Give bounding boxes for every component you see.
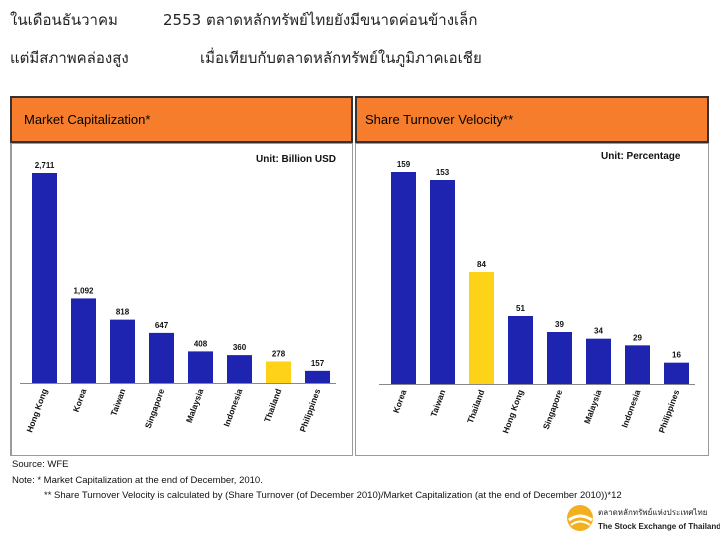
market-cap-value-label: 647 [155, 321, 169, 330]
market-cap-title: Market Capitalization* [24, 112, 151, 127]
turnover-value-label: 153 [436, 168, 450, 177]
turnover-chart: 159 Korea 153 Taiwan 84 Thailand 51 Hong Kong 39… [379, 160, 695, 435]
turnover-category-label: Thailand [465, 388, 486, 424]
market-cap-chart: 2,711 Hong Kong 1,092 Korea 818 Taiwan 647 Sing… [20, 161, 336, 434]
logo-english-text: The Stock Exchange of Thailand [598, 522, 720, 531]
market-cap-chart-panel: Unit: Billion USD 2,711 Hong Kong 1,092 Kor… [10, 143, 353, 456]
market-cap-value-label: 278 [272, 349, 286, 358]
turnover-value-label: 84 [477, 260, 486, 269]
turnover-title: Share Turnover Velocity** [365, 112, 514, 127]
turnover-value-label: 34 [594, 327, 603, 336]
turnover-value-label: 39 [555, 320, 564, 329]
title-line2-right: เมื่อเทียบกับตลาดหลักทรัพย์ในภูมิภาคเอเช… [200, 49, 482, 67]
footnote-2: ** Share Turnover Velocity is calculated… [44, 490, 622, 501]
turnover-category-label: Singapore [541, 388, 565, 431]
market-cap-bar-taiwan [110, 319, 135, 383]
market-cap-value-label: 157 [311, 359, 325, 368]
market-cap-bar-korea [71, 298, 96, 383]
market-cap-value-label: 408 [194, 339, 208, 348]
market-cap-unit: Unit: Billion USD [256, 154, 336, 165]
market-cap-category-label: Hong Kong [24, 387, 49, 433]
turnover-bar-indonesia [625, 345, 650, 384]
source-note: Source: WFE [12, 459, 69, 470]
turnover-category-label: Indonesia [619, 388, 642, 429]
market-cap-value-label: 1,092 [73, 286, 94, 295]
turnover-bar-thailand [469, 272, 494, 384]
market-cap-bar-indonesia [227, 355, 252, 383]
market-cap-category-label: Indonesia [221, 387, 244, 428]
turnover-category-label: Hong Kong [500, 388, 525, 434]
market-cap-value-label: 818 [116, 308, 130, 317]
turnover-value-label: 51 [516, 304, 525, 313]
turnover-chart-panel: Unit: Percentage 159 Korea 153 Taiwan 84 Thai… [355, 143, 709, 456]
footnote-1: Note: * Market Capitalization at the end… [12, 475, 263, 486]
turnover-bar-korea [391, 172, 416, 384]
market-cap-category-label: Korea [71, 387, 89, 413]
turnover-bar-singapore [547, 332, 572, 384]
title-line1-right: 2553 ตลาดหลักทรัพย์ไทยยังมีขนาดค่อนข้างเ… [163, 11, 478, 29]
set-logo: ตลาดหลักทรัพย์แห่งประเทศไทย The Stock Ex… [565, 503, 720, 537]
turnover-header: Share Turnover Velocity** [355, 96, 709, 143]
turnover-bar-philippines [664, 362, 689, 384]
market-cap-header: Market Capitalization* [10, 96, 353, 143]
market-cap-category-label: Thailand [262, 387, 283, 423]
market-cap-value-label: 360 [233, 343, 247, 352]
market-cap-bar-philippines [305, 370, 330, 383]
market-cap-value-label: 2,711 [35, 161, 55, 170]
logo-thai-text: ตลาดหลักทรัพย์แห่งประเทศไทย [598, 508, 708, 517]
turnover-category-label: Korea [391, 388, 409, 414]
title-line1-left: ในเดือนธันวาคม [10, 11, 118, 29]
market-cap-category-label: Singapore [143, 387, 167, 430]
turnover-category-label: Malaysia [582, 388, 604, 425]
turnover-value-label: 159 [397, 160, 411, 169]
turnover-bar-taiwan [430, 180, 455, 384]
turnover-bar-hong-kong [508, 316, 533, 384]
market-cap-bar-singapore [149, 332, 174, 383]
market-cap-bar-hong-kong [32, 173, 57, 383]
market-cap-category-label: Malaysia [184, 387, 206, 424]
turnover-unit: Unit: Percentage [601, 151, 681, 162]
market-cap-bar-malaysia [188, 351, 213, 383]
set-logo-icon [567, 505, 593, 531]
turnover-value-label: 29 [633, 333, 642, 342]
title-line2-left: แต่มีสภาพคล่องสูง [10, 49, 129, 67]
turnover-category-label: Philippines [656, 388, 681, 434]
turnover-value-label: 16 [672, 351, 681, 360]
market-cap-bar-thailand [266, 361, 291, 383]
market-cap-category-label: Philippines [297, 387, 322, 433]
turnover-bar-malaysia [586, 338, 611, 384]
market-cap-category-label: Taiwan [108, 387, 127, 417]
turnover-category-label: Taiwan [428, 388, 447, 418]
